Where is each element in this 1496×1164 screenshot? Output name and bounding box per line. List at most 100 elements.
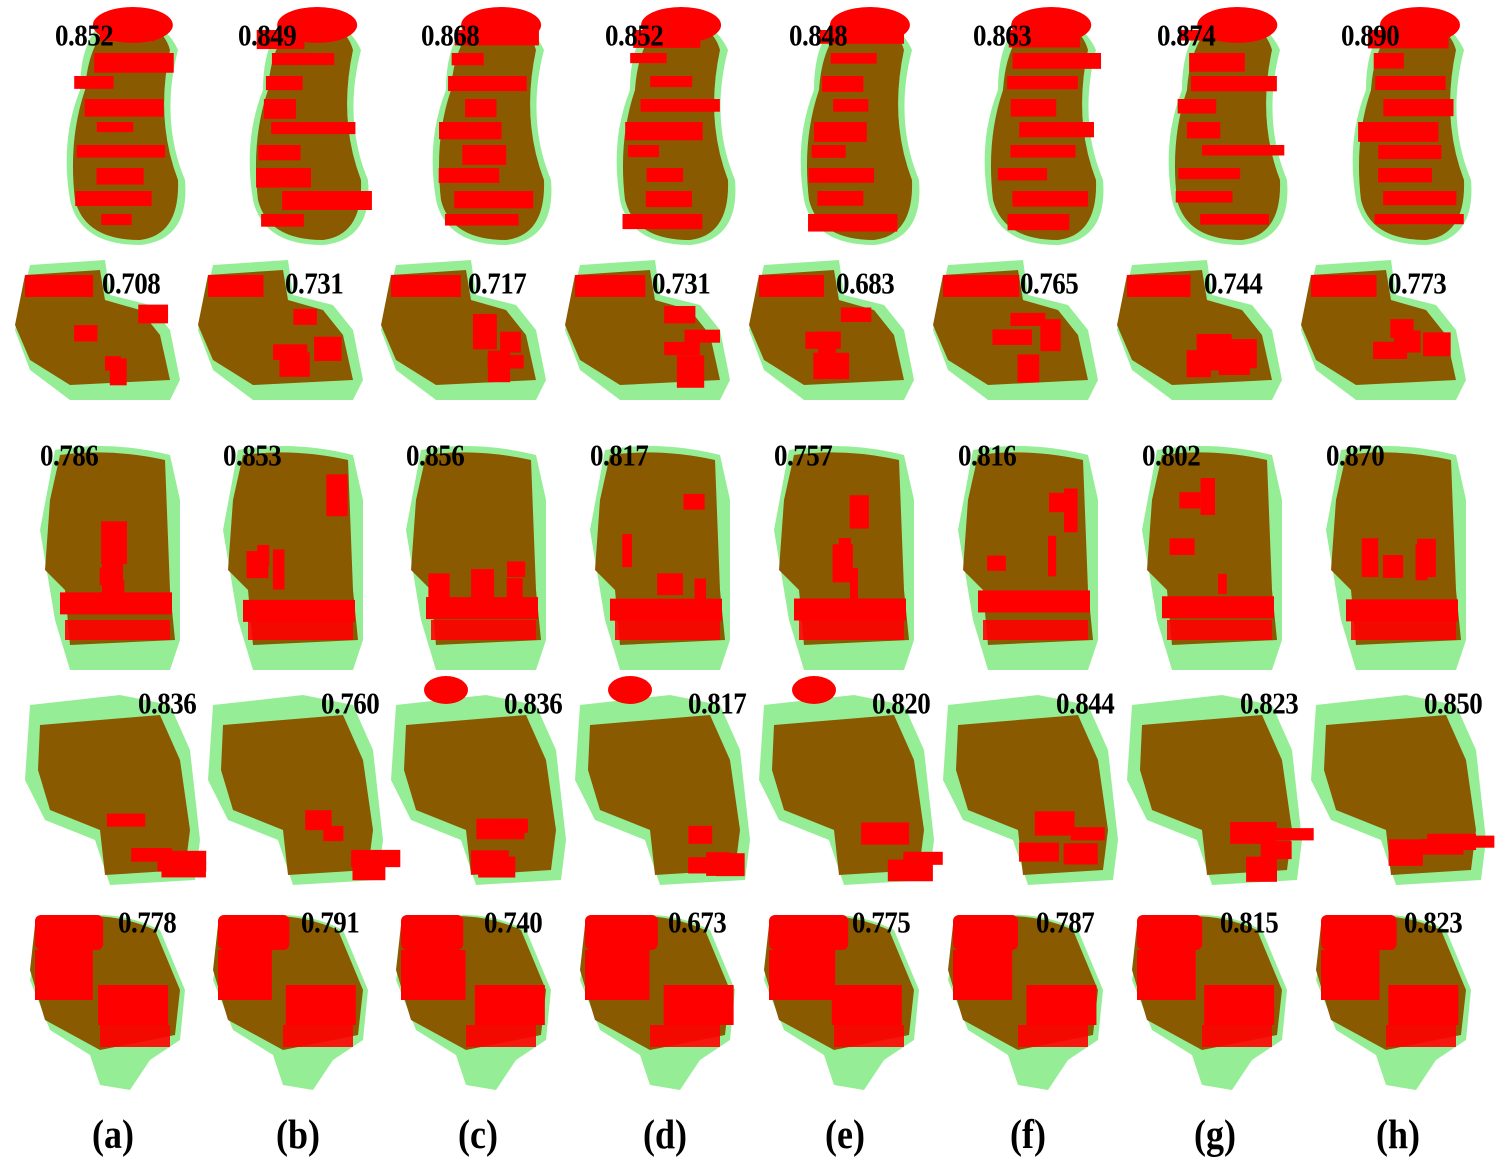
cell-row3-col-f: 0.816 [928, 438, 1115, 670]
cell-row1-col-g: 0.874 [1112, 0, 1299, 250]
segmentation-overlay [406, 446, 546, 670]
cell-row5-col-e: 0.775 [744, 890, 931, 1090]
column-label-g: (g) [1194, 1111, 1236, 1158]
segmentation-overlay [223, 446, 363, 670]
segmentation-overlay [590, 446, 730, 670]
segmentation-overlay [1326, 446, 1466, 670]
segmentation-overlay [800, 7, 920, 245]
cell-row4-col-g: 0.823 [1112, 670, 1314, 890]
cell-row1-col-c: 0.868 [376, 0, 563, 250]
segmentation-overlay [774, 446, 914, 670]
segmentation-overlay [208, 695, 401, 885]
segmentation-overlay [381, 260, 546, 400]
dice-score: 0.870 [1326, 438, 1385, 473]
dice-score: 0.852 [55, 18, 114, 53]
dice-score: 0.868 [421, 18, 480, 53]
segmentation-overlay [198, 260, 363, 400]
segmentation-overlay [1142, 446, 1282, 670]
dice-score: 0.802 [1142, 438, 1201, 473]
segmentation-overlay [1117, 260, 1282, 400]
dice-score: 0.708 [102, 266, 161, 301]
cell-row2-col-c: 0.717 [376, 250, 563, 425]
segmentation-overlay [213, 915, 368, 1090]
segmentation-overlay [984, 7, 1104, 245]
dice-score: 0.849 [238, 18, 297, 53]
dice-score: 0.874 [1157, 18, 1216, 53]
cell-row3-col-a: 0.786 [10, 438, 197, 670]
segmentation-overlay [1352, 7, 1472, 245]
cell-row3-col-h: 0.870 [1296, 438, 1483, 670]
cell-row1-col-e: 0.848 [744, 0, 931, 250]
dice-score: 0.731 [652, 266, 711, 301]
cell-row2-col-g: 0.744 [1112, 250, 1299, 425]
segmentation-overlay [933, 260, 1098, 400]
segmentation-overlay [943, 695, 1118, 885]
dice-score: 0.773 [1388, 266, 1447, 301]
segmentation-overlay [66, 7, 186, 245]
cell-row2-col-f: 0.765 [928, 250, 1115, 425]
cell-row5-col-a: 0.778 [10, 890, 197, 1090]
cell-row1-col-a: 0.852 [10, 0, 197, 250]
column-label-c: (c) [458, 1111, 498, 1158]
cell-row4-col-c: 0.836 [376, 670, 566, 890]
segmentation-overlay [1301, 260, 1466, 400]
dice-score: 0.856 [406, 438, 465, 473]
dice-score: 0.815 [1220, 905, 1279, 940]
dice-score: 0.863 [973, 18, 1032, 53]
segmentation-overlay [565, 260, 730, 400]
dice-score: 0.791 [301, 905, 360, 940]
dice-score: 0.823 [1240, 686, 1299, 721]
segmentation-overlay [616, 7, 736, 245]
cell-row3-col-g: 0.802 [1112, 438, 1299, 670]
dice-score: 0.820 [872, 686, 931, 721]
dice-score: 0.817 [590, 438, 649, 473]
cell-row2-col-h: 0.773 [1296, 250, 1483, 425]
column-label-a: (a) [92, 1111, 134, 1158]
segmentation-overlay [759, 676, 943, 885]
segmentation-overlay [15, 260, 180, 400]
dice-score: 0.740 [484, 905, 543, 940]
segmentation-overlay [1316, 915, 1471, 1090]
cell-row4-col-e: 0.820 [744, 670, 943, 890]
column-label-f: (f) [1010, 1111, 1046, 1158]
cell-row5-col-c: 0.740 [376, 890, 563, 1090]
cell-row3-col-c: 0.856 [376, 438, 563, 670]
cell-row2-col-b: 0.731 [193, 250, 380, 425]
column-label-b: (b) [276, 1111, 320, 1158]
cell-row4-col-a: 0.836 [10, 670, 207, 890]
segmentation-overlay [391, 676, 566, 885]
column-label-d: (d) [643, 1111, 687, 1158]
cell-row1-col-b: 0.849 [193, 0, 380, 250]
dice-score: 0.890 [1341, 18, 1400, 53]
segmentation-overlay [575, 676, 750, 885]
cell-row1-col-h: 0.890 [1296, 0, 1483, 250]
segmentation-overlay [249, 7, 372, 245]
dice-score: 0.673 [668, 905, 727, 940]
dice-score: 0.836 [504, 686, 563, 721]
dice-score: 0.823 [1404, 905, 1463, 940]
cell-row5-col-f: 0.787 [928, 890, 1115, 1090]
dice-score: 0.775 [852, 905, 911, 940]
segmentation-overlay [764, 915, 919, 1090]
dice-score: 0.817 [688, 686, 747, 721]
dice-score: 0.786 [40, 438, 99, 473]
segmentation-overlay [432, 7, 552, 245]
cell-row5-col-g: 0.815 [1112, 890, 1299, 1090]
cell-row2-col-d: 0.731 [560, 250, 747, 425]
segmentation-overlay [40, 446, 180, 670]
dice-score: 0.757 [774, 438, 833, 473]
segmentation-overlay [30, 915, 185, 1090]
segmentation-overlay [1168, 7, 1288, 245]
cell-row4-col-d: 0.817 [560, 670, 750, 890]
segmentation-overlay [25, 695, 207, 885]
dice-score: 0.760 [321, 686, 380, 721]
cell-row5-col-d: 0.673 [560, 890, 747, 1090]
cell-row5-col-b: 0.791 [193, 890, 380, 1090]
cell-row5-col-h: 0.823 [1296, 890, 1483, 1090]
cell-row3-col-e: 0.757 [744, 438, 931, 670]
dice-score: 0.683 [836, 266, 895, 301]
cell-row1-col-f: 0.863 [928, 0, 1115, 250]
segmentation-grid: 0.852 0.849 0.868 0.852 0.848 0.863 0.874 0.890… [10, 0, 1495, 1090]
dice-score: 0.778 [118, 905, 177, 940]
column-label-e: (e) [825, 1111, 865, 1158]
